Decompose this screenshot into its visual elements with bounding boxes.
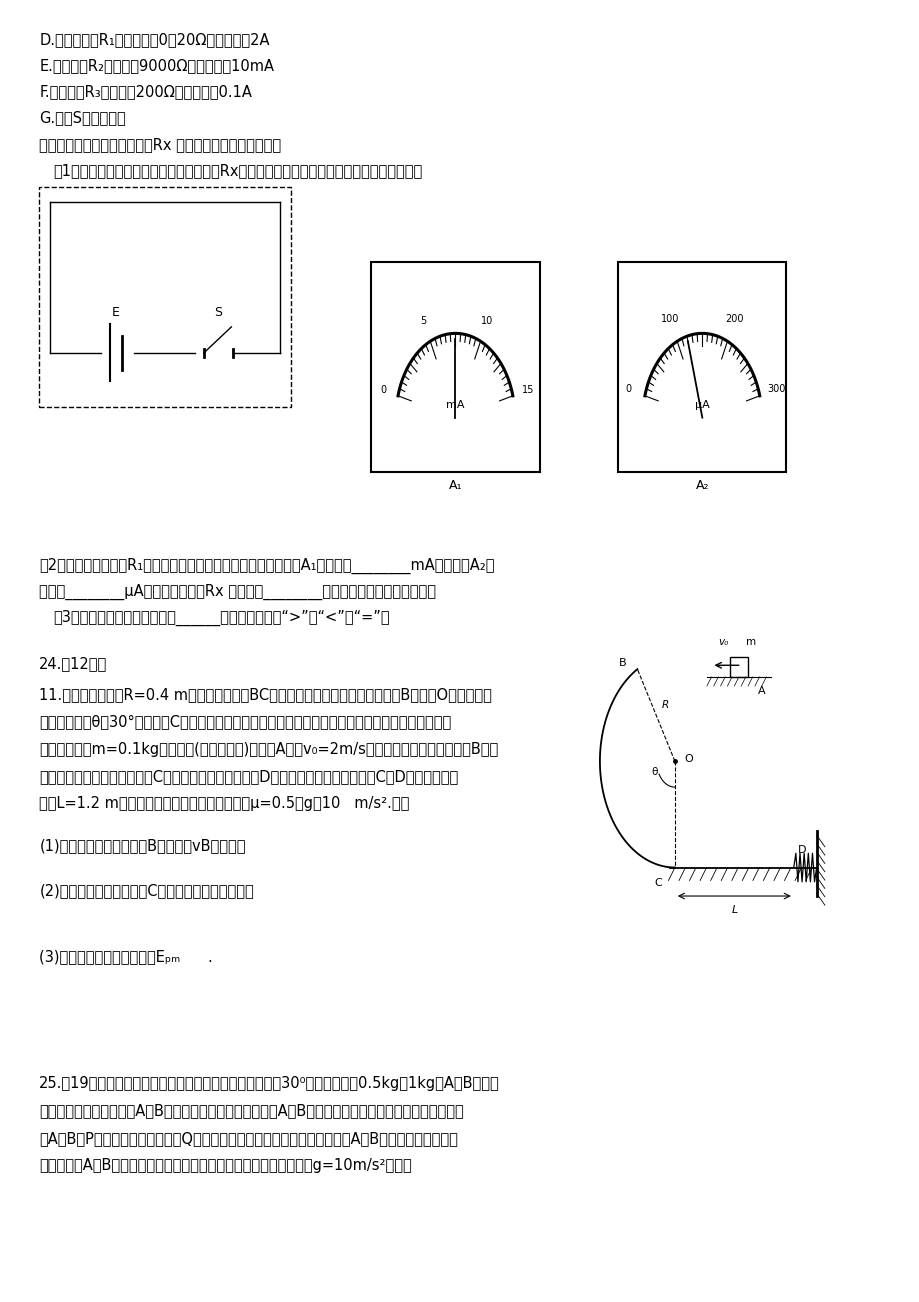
Text: (3)弹簧的弹性势能的最大值Eₚₘ      .: (3)弹簧的弹性势能的最大值Eₚₘ . (40, 949, 213, 965)
Text: 200: 200 (725, 314, 743, 324)
Text: E.定值电阻R₂：阻值为9000Ω，额定电流10mA: E.定值电阻R₂：阻值为9000Ω，额定电流10mA (40, 59, 274, 73)
Text: A₂: A₂ (695, 479, 709, 492)
Text: 距离L=1.2 m，小物块与水平面间的动摩擦因数μ=0.5，g取10   m/s².求：: 距离L=1.2 m，小物块与水平面间的动摩擦因数μ=0.5，g取10 m/s².… (40, 797, 409, 811)
Text: 轨道切线方向进入轨道，经过C点后沿水平面向右运动至D点时，弹簧被压缩至最短，C、D两点间的水平: 轨道切线方向进入轨道，经过C点后沿水平面向右运动至D点时，弹簧被压缩至最短，C、… (40, 769, 458, 784)
Text: 15: 15 (521, 385, 533, 395)
Text: 平方向的夹角θ＝30°，下端点C为轨道的最低点且与粗糙水平面相切，一根轻质弹簧的右端固定在竖直: 平方向的夹角θ＝30°，下端点C为轨道的最低点且与粗糙水平面相切，一根轻质弹簧的… (40, 715, 451, 729)
Text: 100: 100 (660, 314, 678, 324)
Text: 示数是________μA，测得待测电阻Rx 的阻值是________。（计算结果保留一位小数）: 示数是________μA，测得待测电阻Rx 的阻值是________。（计算结… (40, 583, 436, 600)
Text: mA: mA (446, 400, 464, 410)
Text: F.定值电阻R₃：阻值为200Ω，额定电流0.1A: F.定值电阻R₃：阻值为200Ω，额定电流0.1A (40, 85, 252, 99)
Text: E: E (111, 306, 119, 319)
Text: 挡板上．质量m=0.1kg的小物块(可视为质点)从空中A点以v₀=2m/s的速度被水平抛出，恰好从B点沿: 挡板上．质量m=0.1kg的小物块(可视为质点)从空中A点以v₀=2m/s的速度… (40, 742, 498, 756)
Text: 开始计时，A、B短时间内运动的速度图像如图乙所示，重力加速度取g=10m/s²，求：: 开始计时，A、B短时间内运动的速度图像如图乙所示，重力加速度取g=10m/s²，… (40, 1157, 412, 1173)
Text: μA: μA (694, 400, 709, 410)
Text: A₁: A₁ (448, 479, 461, 492)
Text: 5: 5 (420, 316, 426, 327)
Text: 25.（19分）如图甲所示，足够长的斜面与水平面的夹角为30⁰，质量分别为0.5kg和1kg的A、B两个小: 25.（19分）如图甲所示，足够长的斜面与水平面的夹角为30⁰，质量分别为0.5… (40, 1077, 500, 1091)
Text: (2)小物块经过圆弧轨道上C点时对轨道的压力大小；: (2)小物块经过圆弧轨道上C点时对轨道的压力大小； (40, 883, 254, 898)
Text: （2）调节滑动变阻器R₁，两表的示数如上图所示，可读出电流表A₁的示数是________mA，电流表A₂的: （2）调节滑动变阻器R₁，两表的示数如上图所示，可读出电流表A₁的示数是____… (40, 557, 494, 574)
Text: 将A、B从P点由静止释放，运动至Q点时，细线突然断裂，压缩的微型弹簧使A、B瞬间分离，从分离时: 将A、B从P点由静止释放，运动至Q点时，细线突然断裂，压缩的微型弹簧使A、B瞬间… (40, 1130, 458, 1146)
Text: S: S (214, 306, 222, 319)
Text: v₀: v₀ (718, 637, 728, 647)
Text: 10: 10 (481, 316, 493, 327)
Text: （1）正确选取器材，在图方框中画出测量Rx阻值的电路图，并在图中标明所选器材的符号。: （1）正确选取器材，在图方框中画出测量Rx阻值的电路图，并在图中标明所选器材的符… (53, 164, 422, 178)
Text: 0: 0 (380, 385, 386, 395)
Text: G.电键S、导线若干: G.电键S、导线若干 (40, 111, 126, 125)
Text: L: L (731, 905, 737, 915)
Text: 物块，用一根细线相连，A、B之间有一被压缩的微型弹簧，A、B与弹簧组成的系统可视为质点。某时刻，: 物块，用一根细线相连，A、B之间有一被压缩的微型弹簧，A、B与弹簧组成的系统可视… (40, 1104, 463, 1118)
Bar (729, 658, 747, 677)
Bar (371, 262, 539, 473)
Text: O: O (684, 754, 692, 763)
Text: θ: θ (651, 767, 657, 776)
Text: 24.（12分）: 24.（12分） (40, 656, 108, 672)
Text: B: B (618, 658, 626, 668)
Text: 0: 0 (624, 384, 630, 395)
Text: 11.如图所示，半径R=0.4 m的光滑圆弧轨道BC固定在竖直平面内，轨道的上端点B和圆心O的连线与水: 11.如图所示，半径R=0.4 m的光滑圆弧轨道BC固定在竖直平面内，轨道的上端… (40, 687, 492, 702)
Text: D: D (798, 845, 806, 854)
Text: C: C (653, 878, 662, 888)
Text: R: R (661, 700, 668, 710)
Text: A: A (757, 686, 765, 697)
Text: 要求实验中尽可能准确地测量Rx 的阻值，请回答下面问题：: 要求实验中尽可能准确地测量Rx 的阻值，请回答下面问题： (40, 138, 281, 152)
Text: m: m (745, 637, 755, 647)
Text: D.滑动变阻器R₁：阻值范围0～20Ω，额定电流2A: D.滑动变阻器R₁：阻值范围0～20Ω，额定电流2A (40, 33, 269, 48)
Bar (618, 262, 786, 473)
Text: (1)小物块经过圆弧轨道上B点时速度vB的大小；: (1)小物块经过圆弧轨道上B点时速度vB的大小； (40, 837, 245, 853)
Text: （3）采用此实验得出的测量值______真实值。（选填“>”、“<”、“=”）: （3）采用此实验得出的测量值______真实值。（选填“>”、“<”、“=”） (53, 609, 390, 626)
Text: 300: 300 (766, 384, 785, 395)
